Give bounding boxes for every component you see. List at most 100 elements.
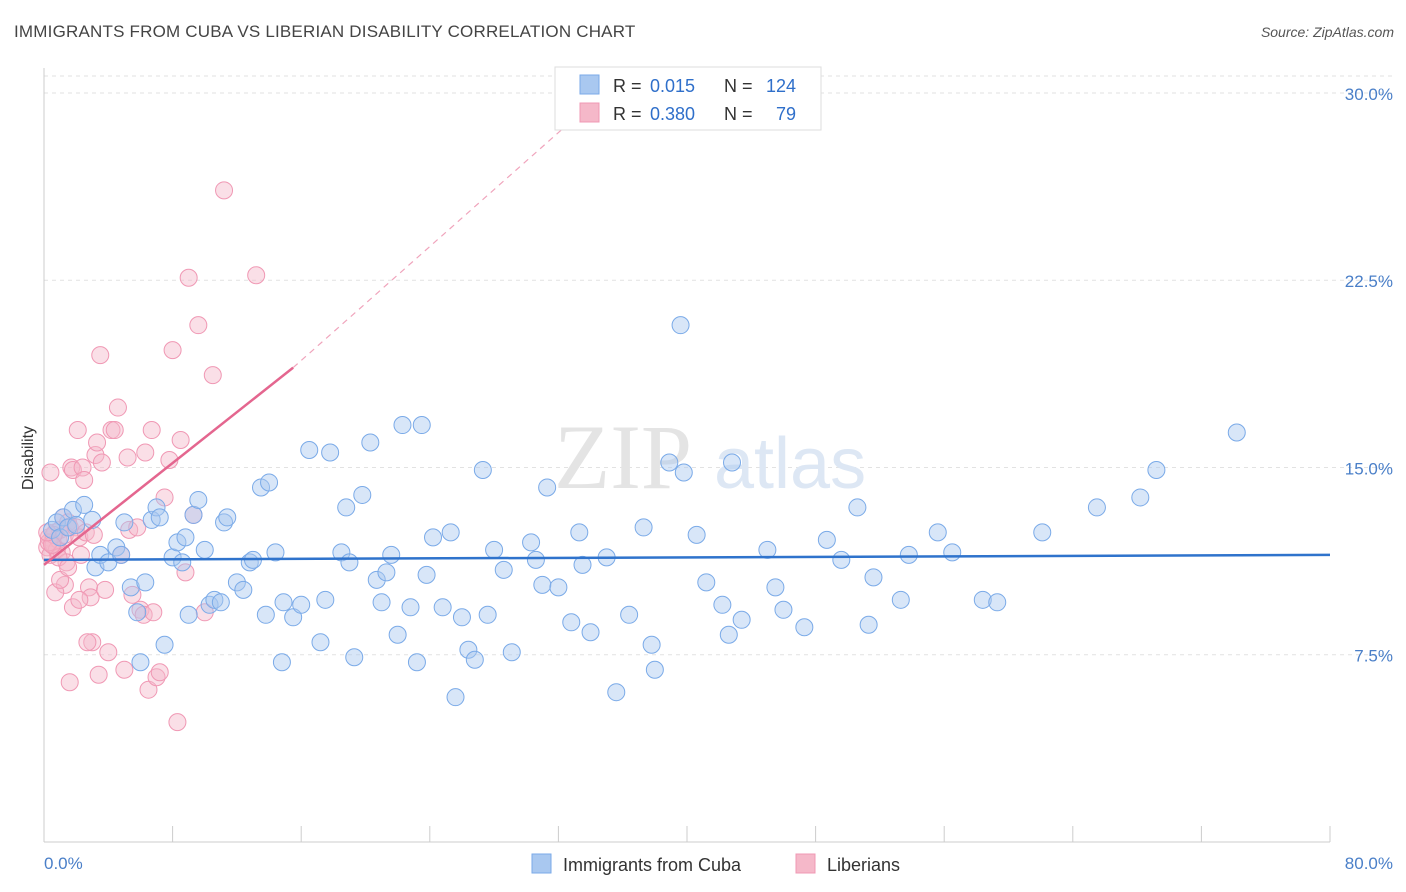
- point-immigrants-from-cuba: [533, 575, 552, 594]
- point-liberians: [247, 266, 266, 285]
- point-liberians: [63, 598, 82, 617]
- point-immigrants-from-cuba: [195, 540, 214, 559]
- point-immigrants-from-cuba: [645, 660, 664, 679]
- point-immigrants-from-cuba: [176, 528, 195, 547]
- point-immigrants-from-cuba: [522, 533, 541, 552]
- legend-swatch-cuba: [579, 74, 600, 95]
- point-liberians: [59, 558, 78, 577]
- point-immigrants-from-cuba: [200, 595, 219, 614]
- point-immigrants-from-cuba: [311, 633, 330, 652]
- point-immigrants-from-cuba: [899, 545, 918, 564]
- legend-n-value-liberians: 79: [776, 104, 796, 124]
- point-immigrants-from-cuba: [75, 495, 94, 514]
- point-immigrants-from-cuba: [361, 433, 380, 452]
- point-immigrants-from-cuba: [832, 550, 851, 569]
- point-immigrants-from-cuba: [452, 608, 471, 627]
- point-liberians: [96, 580, 115, 599]
- point-immigrants-from-cuba: [121, 578, 140, 597]
- watermark-atlas: atlas: [714, 424, 866, 504]
- point-liberians: [142, 421, 161, 440]
- point-immigrants-from-cuba: [526, 550, 545, 569]
- point-immigrants-from-cuba: [758, 540, 777, 559]
- point-immigrants-from-cuba: [620, 605, 639, 624]
- point-immigrants-from-cuba: [417, 565, 436, 584]
- axes: 7.5% 15.0% 22.5% 30.0% 0.0% 80.0%: [43, 68, 1393, 873]
- point-immigrants-from-cuba: [260, 473, 279, 492]
- point-liberians: [91, 346, 110, 365]
- point-liberians: [88, 433, 107, 452]
- point-immigrants-from-cuba: [401, 598, 420, 617]
- point-immigrants-from-cuba: [581, 623, 600, 642]
- point-liberians: [163, 341, 182, 360]
- legend-r-label-liberians: R =: [613, 104, 642, 124]
- watermark-zip: ZIP: [554, 406, 692, 508]
- legend-n-label-liberians: N =: [724, 104, 753, 124]
- bottom-legend-label-cuba: Immigrants from Cuba: [563, 855, 742, 875]
- point-immigrants-from-cuba: [1227, 423, 1246, 442]
- point-immigrants-from-cuba: [292, 595, 311, 614]
- trend-lines: [43, 124, 1331, 566]
- point-liberians: [81, 588, 100, 607]
- trend-line-liberians: [43, 366, 294, 566]
- point-immigrants-from-cuba: [687, 525, 706, 544]
- point-liberians: [108, 398, 127, 417]
- point-immigrants-from-cuba: [573, 555, 592, 574]
- series-legend: Immigrants from Cuba Liberians: [531, 853, 900, 875]
- point-liberians: [176, 563, 195, 582]
- point-liberians: [171, 431, 190, 450]
- legend-swatch-liberians: [579, 102, 600, 123]
- point-liberians: [136, 443, 155, 462]
- point-immigrants-from-cuba: [1087, 498, 1106, 517]
- correlation-legend: R = 0.015 N = 124 R = 0.380 N = 79: [554, 66, 822, 131]
- point-immigrants-from-cuba: [485, 540, 504, 559]
- point-immigrants-from-cuba: [136, 573, 155, 592]
- bottom-legend-label-liberians: Liberians: [827, 855, 900, 875]
- point-immigrants-from-cuba: [63, 500, 82, 519]
- point-immigrants-from-cuba: [184, 505, 203, 524]
- point-liberians: [60, 673, 79, 692]
- point-immigrants-from-cuba: [353, 485, 372, 504]
- point-immigrants-from-cuba: [155, 635, 174, 654]
- point-immigrants-from-cuba: [274, 593, 293, 612]
- point-immigrants-from-cuba: [441, 523, 460, 542]
- bottom-legend-swatch-cuba: [531, 853, 552, 874]
- point-liberians: [144, 603, 163, 622]
- point-immigrants-from-cuba: [732, 610, 751, 629]
- point-immigrants-from-cuba: [147, 498, 166, 517]
- y-axis-label: Disability: [20, 426, 37, 490]
- point-immigrants-from-cuba: [179, 605, 198, 624]
- point-immigrants-from-cuba: [218, 508, 237, 527]
- point-immigrants-from-cuba: [227, 573, 246, 592]
- point-immigrants-from-cuba: [367, 570, 386, 589]
- point-liberians: [168, 713, 187, 732]
- point-immigrants-from-cuba: [642, 635, 661, 654]
- point-immigrants-from-cuba: [766, 578, 785, 597]
- point-immigrants-from-cuba: [473, 460, 492, 479]
- point-immigrants-from-cuba: [337, 498, 356, 517]
- point-immigrants-from-cuba: [459, 640, 478, 659]
- point-immigrants-from-cuba: [424, 528, 443, 547]
- point-immigrants-from-cuba: [433, 598, 452, 617]
- point-immigrants-from-cuba: [300, 441, 319, 460]
- point-immigrants-from-cuba: [266, 543, 285, 562]
- point-liberians: [118, 448, 137, 467]
- point-immigrants-from-cuba: [465, 650, 484, 669]
- point-immigrants-from-cuba: [345, 648, 364, 667]
- point-liberians: [78, 633, 97, 652]
- y-tick-label: 22.5%: [1345, 272, 1393, 291]
- point-immigrants-from-cuba: [723, 453, 742, 472]
- point-immigrants-from-cuba: [1033, 523, 1052, 542]
- point-immigrants-from-cuba: [973, 590, 992, 609]
- point-immigrants-from-cuba: [478, 605, 497, 624]
- point-immigrants-from-cuba: [988, 593, 1007, 612]
- point-immigrants-from-cuba: [674, 463, 693, 482]
- point-immigrants-from-cuba: [570, 523, 589, 542]
- legend-n-value-cuba: 124: [766, 76, 796, 96]
- point-liberians: [147, 668, 166, 687]
- point-immigrants-from-cuba: [774, 600, 793, 619]
- point-liberians: [41, 463, 60, 482]
- legend-r-value-liberians: 0.380: [650, 104, 695, 124]
- legend-r-label-cuba: R =: [613, 76, 642, 96]
- point-immigrants-from-cuba: [446, 688, 465, 707]
- point-immigrants-from-cuba: [340, 553, 359, 572]
